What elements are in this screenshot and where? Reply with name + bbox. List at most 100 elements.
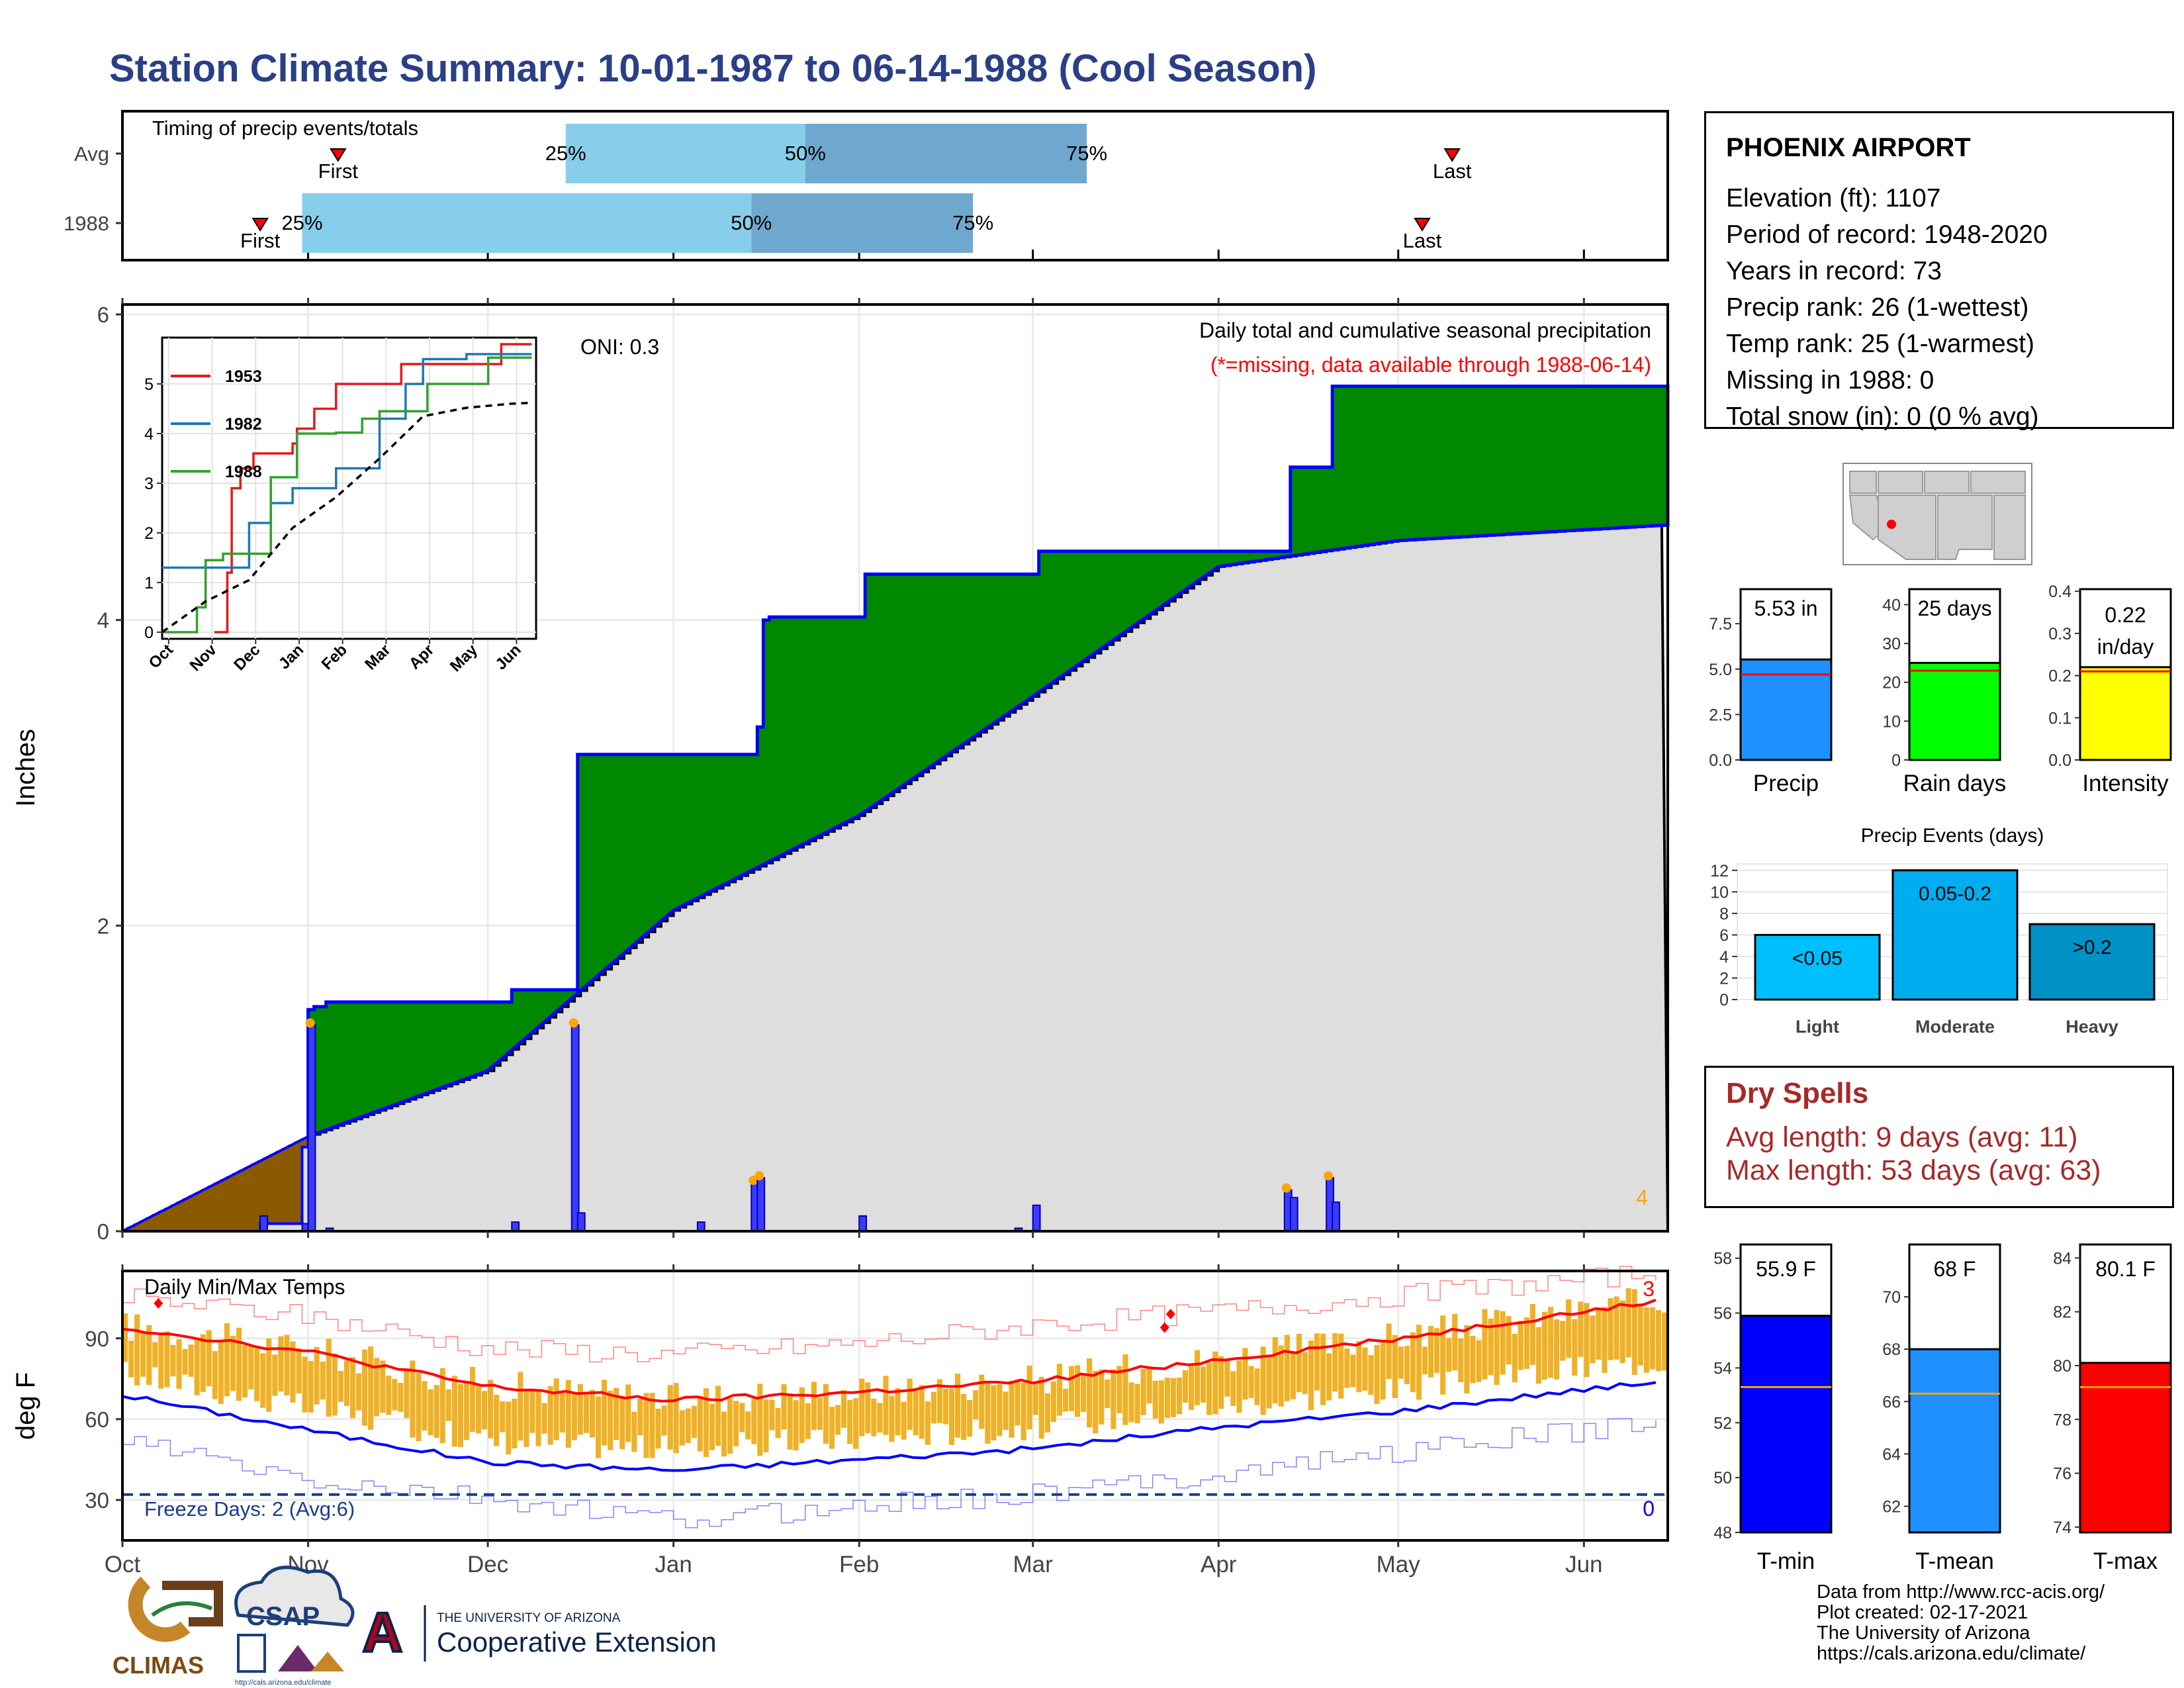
daily-temp-bar [1332, 1333, 1338, 1392]
station-period: Period of record: 1948-2020 [1726, 220, 2048, 249]
daily-temp-bar [1608, 1298, 1614, 1360]
temp-y-axis: 30 60 90 [85, 1327, 122, 1513]
daily-temp-bar [278, 1336, 284, 1391]
temp-panel-label: Daily Min/Max Temps [144, 1275, 345, 1299]
daily-temp-bar [506, 1401, 512, 1455]
daily-temp-bar [619, 1396, 625, 1450]
events-bar-label: <0.05 [1792, 947, 1843, 969]
summary-ytick-label: 5.0 [1709, 661, 1732, 679]
daily-temp-bar [194, 1338, 200, 1395]
precip-ytick-label: 6 [97, 303, 109, 327]
credit-data-source: Data from http://www.rcc-acis.org/ [1817, 1581, 2105, 1603]
timing-panel-label: Timing of precip events/totals [152, 117, 418, 140]
daily-temp-bar [200, 1334, 206, 1392]
daily-temp-bar [1566, 1299, 1572, 1358]
daily-temp-bar [529, 1388, 535, 1433]
timing-panel: Timing of precip events/totals 25% 50% 75%… [64, 110, 1669, 261]
inset-ytick-label: 5 [144, 375, 154, 394]
temp-summary-label: T-max [2093, 1548, 2158, 1574]
inset-ytick-label: 4 [144, 425, 154, 444]
events-bar [1754, 933, 1881, 1001]
temp-summary-ytick-label: 56 [1713, 1305, 1732, 1323]
daily-temp-bar [667, 1385, 673, 1450]
record-high-marker [154, 1297, 163, 1309]
daily-temp-bar [451, 1376, 457, 1447]
daily-temp-bar [296, 1348, 302, 1393]
precip-events-title: Precip Events (days) [1861, 825, 2044, 847]
record-high-marker [1160, 1322, 1169, 1333]
inset-lines [161, 343, 532, 633]
daily-temp-bar [398, 1383, 404, 1412]
daily-temp-bar [1026, 1366, 1032, 1430]
daily-temp-bar [1152, 1380, 1158, 1419]
temp-summary-fill [1739, 1315, 1833, 1534]
daily-temp-bar [835, 1405, 841, 1435]
daily-temp-bar [140, 1333, 146, 1377]
daily-temp-bar [1326, 1353, 1332, 1401]
daily-temp-bar [1056, 1364, 1062, 1416]
region-map [1843, 463, 2032, 565]
summary-ytick-label: 0.2 [2048, 667, 2071, 686]
dry-spells-avg: Avg length: 9 days (avg: 11) [1726, 1121, 2078, 1153]
station-info-box: PHOENIX AIRPORT Elevation (ft): 1107 Per… [1704, 111, 2174, 431]
daily-temp-bar [805, 1403, 811, 1439]
inset-ytick-label: 2 [144, 524, 154, 543]
daily-precip-bar [696, 1221, 705, 1233]
daily-precip-bar [1332, 1201, 1341, 1233]
temp-y-label: deg F [11, 1372, 40, 1440]
station-name: PHOENIX AIRPORT [1726, 133, 1971, 162]
daily-temp-bar [985, 1383, 991, 1444]
daily-temp-bar [1356, 1340, 1362, 1393]
daily-temp-bar [936, 1379, 942, 1423]
daily-temp-bar [230, 1335, 236, 1391]
daily-temp-bar [1075, 1365, 1081, 1417]
precip-ytick-label: 2 [97, 914, 109, 938]
temp-summary-ytick-label: 62 [1882, 1497, 1901, 1516]
temp-summary-ytick-label: 48 [1713, 1524, 1732, 1542]
daily-temp-bar [1212, 1351, 1218, 1415]
daily-temp-bar [512, 1399, 518, 1448]
daily-temp-bar [290, 1341, 296, 1403]
daily-temp-bar [823, 1383, 829, 1444]
daily-temp-bar [1476, 1340, 1482, 1382]
daily-temp-bar [302, 1356, 308, 1413]
daily-temp-bar [1069, 1366, 1075, 1411]
timing-pct75: 75% [952, 211, 993, 234]
daily-temp-bar [596, 1396, 602, 1458]
daily-temp-bar [799, 1387, 805, 1443]
daily-temp-bar [685, 1408, 691, 1443]
daily-temp-bar [1655, 1310, 1661, 1372]
daily-temp-bar [997, 1384, 1003, 1436]
daily-temp-bar [1140, 1369, 1146, 1415]
daily-temp-bar [176, 1339, 182, 1389]
summary-bar-label: Precip [1753, 771, 1819, 796]
station-precip-rank: Precip rank: 26 (1-wettest) [1726, 293, 2029, 322]
events-category-label: Moderate [1915, 1017, 1995, 1037]
daily-temp-bar [1578, 1301, 1584, 1357]
ua-name-small: THE UNIVERSITY OF ARIZONA [437, 1611, 621, 1625]
daily-temp-bar [1099, 1369, 1105, 1425]
daily-temp-bar [416, 1373, 422, 1442]
temp-series-line [122, 1381, 1657, 1472]
daily-temp-bar [715, 1385, 721, 1446]
dry-spells-title: Dry Spells [1726, 1077, 1869, 1109]
daily-temp-bar [913, 1387, 919, 1436]
daily-temp-bar [1464, 1325, 1470, 1394]
daily-temp-bar [158, 1334, 164, 1389]
daily-temp-bar [422, 1381, 428, 1430]
inset-ytick-label: 3 [144, 475, 154, 493]
month-x-axis: Oct Nov Dec Jan Feb Mar Apr May Jun [105, 298, 1603, 1577]
daily-temp-bar [967, 1400, 973, 1437]
daily-temp-bar [1541, 1311, 1547, 1380]
inset-legend-label: 1982 [225, 415, 262, 434]
daily-temp-bar [368, 1346, 374, 1430]
daily-temp-bar [410, 1360, 416, 1438]
temp-summary-ytick-label: 78 [2053, 1411, 2071, 1429]
month-label: Jun [1565, 1552, 1602, 1577]
daily-temp-bar [1386, 1323, 1392, 1380]
inset-series-line [214, 343, 532, 633]
daily-temp-bar [1105, 1380, 1111, 1409]
daily-temp-bar [476, 1385, 482, 1434]
daily-temp-bar [535, 1389, 541, 1446]
